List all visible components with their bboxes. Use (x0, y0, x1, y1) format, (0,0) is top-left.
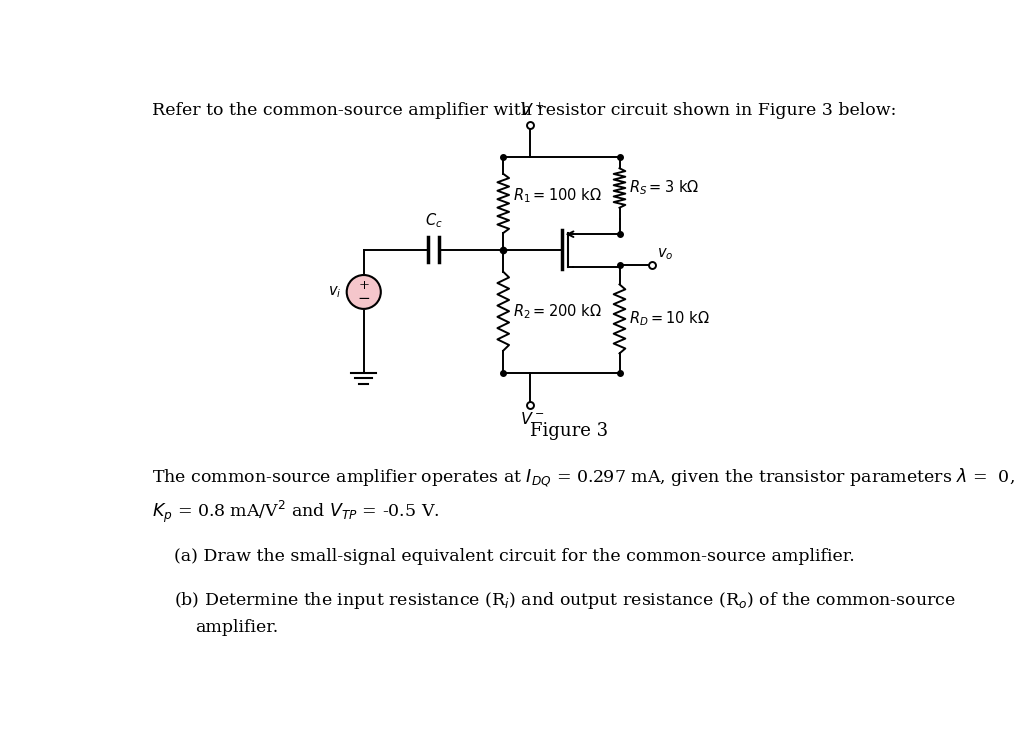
Text: (b) Determine the input resistance (R$_i$) and output resistance (R$_o$) of the : (b) Determine the input resistance (R$_i… (174, 590, 956, 611)
Text: Refer to the common-source amplifier with resistor circuit shown in Figure 3 bel: Refer to the common-source amplifier wit… (152, 102, 897, 119)
Text: $v_i$: $v_i$ (328, 284, 341, 300)
Text: $R_2 = 200\ \mathrm{k\Omega}$: $R_2 = 200\ \mathrm{k\Omega}$ (513, 302, 601, 321)
Text: $R_S = 3\ \mathrm{k\Omega}$: $R_S = 3\ \mathrm{k\Omega}$ (629, 179, 699, 197)
Text: $V^-$: $V^-$ (520, 411, 544, 428)
Text: (a) Draw the small-signal equivalent circuit for the common-source amplifier.: (a) Draw the small-signal equivalent cir… (174, 548, 855, 565)
Text: −: − (358, 292, 370, 306)
Text: amplifier.: amplifier. (196, 619, 279, 636)
Text: +: + (359, 279, 369, 291)
Text: $V^+$: $V^+$ (520, 103, 544, 120)
Text: Figure 3: Figure 3 (530, 422, 608, 440)
Text: $v_o$: $v_o$ (657, 246, 674, 262)
Circle shape (346, 275, 381, 309)
Text: $R_D = 10\ \mathrm{k\Omega}$: $R_D = 10\ \mathrm{k\Omega}$ (629, 310, 709, 328)
Text: The common-source amplifier operates at $I_{DQ}$ = 0.297 mA, given the transisto: The common-source amplifier operates at … (152, 467, 1015, 489)
Text: $K_p$ = 0.8 mA/V$^2$ and $V_{TP}$ = -0.5 V.: $K_p$ = 0.8 mA/V$^2$ and $V_{TP}$ = -0.5… (152, 499, 439, 525)
Text: $R_1 = 100\ \mathrm{k\Omega}$: $R_1 = 100\ \mathrm{k\Omega}$ (513, 186, 601, 205)
Text: $C_c$: $C_c$ (425, 211, 442, 231)
